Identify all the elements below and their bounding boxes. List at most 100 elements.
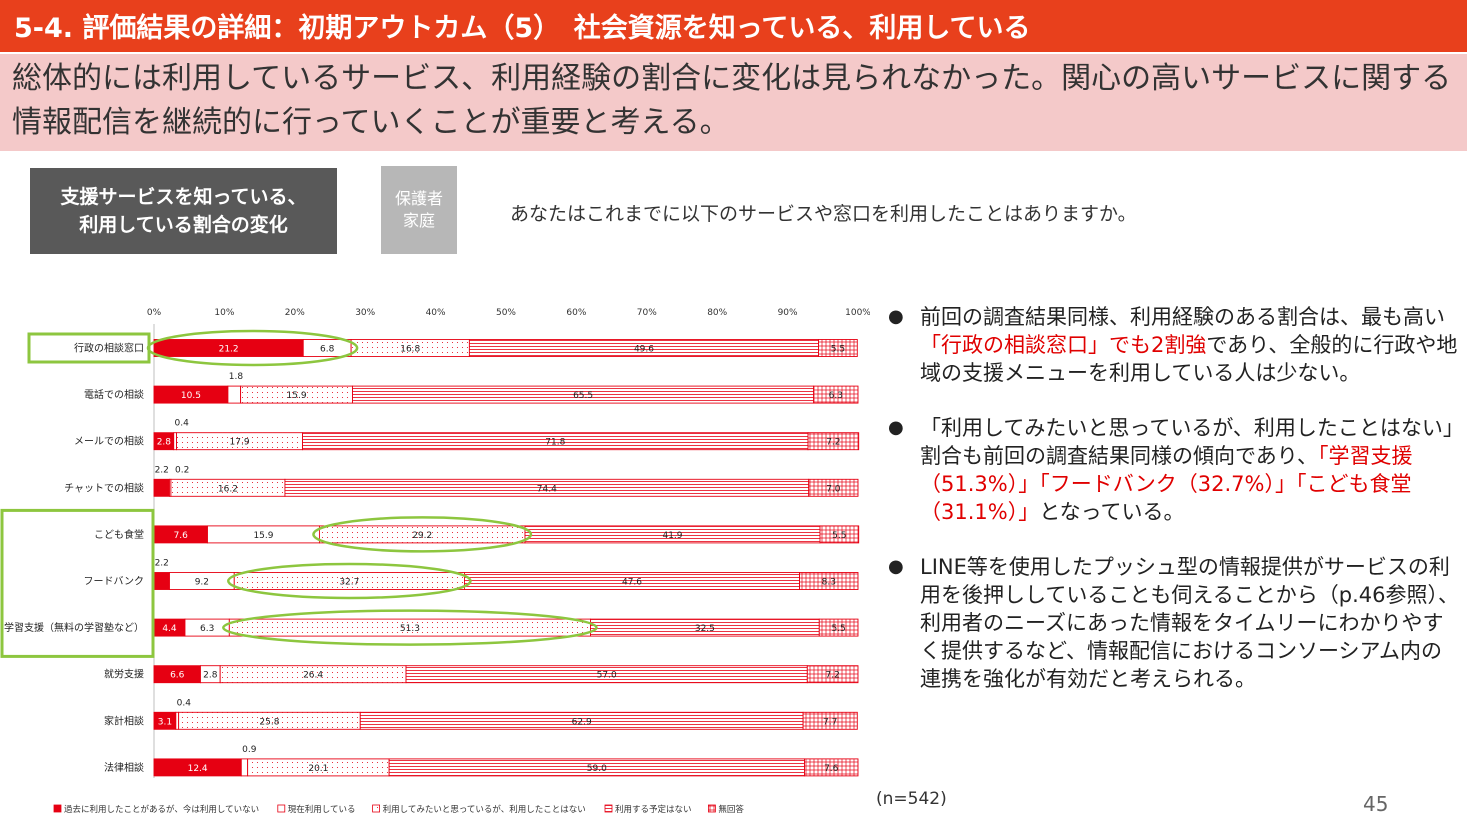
data-label: 65.5 bbox=[573, 391, 593, 401]
x-tick-label: 10% bbox=[214, 308, 234, 318]
bar-segment bbox=[807, 432, 860, 451]
x-tick-label: 70% bbox=[637, 308, 657, 318]
data-label: 16.8 bbox=[400, 345, 420, 355]
bar-segment bbox=[227, 385, 242, 404]
legend-label: 無回答 bbox=[718, 804, 744, 815]
respondent-line2: 家庭 bbox=[402, 211, 435, 230]
bullet-dot-icon: ● bbox=[888, 556, 904, 577]
x-tick-label: 60% bbox=[566, 308, 586, 318]
category-label: 就労支援 bbox=[104, 668, 144, 681]
data-label: 6.6 bbox=[170, 671, 185, 681]
data-label: 7.6 bbox=[824, 764, 839, 774]
bar-segment bbox=[153, 478, 170, 497]
data-label: 0.2 bbox=[175, 465, 189, 475]
data-label: 0.4 bbox=[175, 419, 190, 429]
x-tick-label: 50% bbox=[496, 308, 516, 318]
category-label: 学習支援（無料の学習塾など） bbox=[4, 621, 144, 634]
bullet-highlight-text: 「行政の相談窓口」でも2割強 bbox=[920, 333, 1207, 357]
data-label: 9.2 bbox=[195, 578, 209, 588]
data-label: 17.9 bbox=[230, 438, 250, 448]
data-label: 2.2 bbox=[155, 465, 169, 475]
bar-segment bbox=[813, 385, 859, 404]
legend-swatch bbox=[372, 804, 381, 813]
data-label: 15.9 bbox=[287, 391, 307, 401]
legend-label: 利用する予定はない bbox=[615, 804, 692, 815]
data-label: 6.8 bbox=[320, 345, 335, 355]
bullet-text: であり、全般的に行政や地域の支援メニューを利用している人は少ない。 bbox=[920, 333, 1458, 385]
legend-label: 現在利用している bbox=[288, 804, 356, 815]
x-tick-label: 100% bbox=[845, 308, 870, 318]
x-tick-label: 30% bbox=[355, 308, 375, 318]
data-label: 32.5 bbox=[695, 624, 715, 634]
bar-segment bbox=[240, 758, 249, 777]
data-label: 2.8 bbox=[157, 438, 172, 448]
stacked-bar-chart: 0% 10% 20% 30% 40% 50% 60% 70% 80% 90% 100% 行政の相談窓… bbox=[0, 308, 870, 815]
category-label: 行政の相談窓口 bbox=[74, 342, 144, 355]
data-label: 21.2 bbox=[219, 345, 239, 355]
highlight-ellipse bbox=[227, 562, 472, 600]
data-label: 7.0 bbox=[826, 484, 841, 494]
data-label: 25.8 bbox=[259, 717, 279, 727]
bullet-dot-icon: ● bbox=[888, 417, 904, 438]
bullet-text: となっている。 bbox=[1039, 500, 1185, 524]
highlight-box-group bbox=[0, 508, 155, 658]
legend-swatch bbox=[708, 804, 716, 813]
summary-text: 総体的には利用しているサービス、利用経験の割合に変化は見られなかった。関心の高い… bbox=[12, 61, 1452, 140]
bullet-item: ● 前回の調査結果同様、利用経験のある割合は、最も高い「行政の相談窓口」でも2割強… bbox=[886, 303, 1461, 387]
data-label: 7.2 bbox=[825, 671, 839, 681]
bar-segment bbox=[818, 339, 858, 357]
data-label: 3.1 bbox=[158, 717, 172, 727]
legend-label: 利用してみたいと思っているが、利用したことはない bbox=[383, 804, 586, 815]
data-label: 57.0 bbox=[597, 671, 617, 681]
chart-label-box: 支援サービスを知っている、 利用している割合の変化 bbox=[30, 168, 337, 254]
chart-label-line2: 利用している割合の変化 bbox=[79, 214, 288, 236]
data-label: 59.0 bbox=[587, 764, 607, 774]
bullet-dot-icon: ● bbox=[888, 306, 904, 327]
page-title: 5-4. 評価結果の詳細：初期アウトカム（5） 社会資源を知っている、利用してい… bbox=[14, 13, 1031, 44]
data-label: 32.7 bbox=[339, 578, 359, 588]
data-label: 6.3 bbox=[829, 391, 843, 401]
legend-swatch bbox=[604, 804, 613, 813]
category-label: 家計相談 bbox=[104, 714, 144, 727]
survey-question: あなたはこれまでに以下のサービスや窓口を利用したことはありますか。 bbox=[510, 203, 1137, 225]
sample-size: (n=542) bbox=[876, 789, 947, 809]
x-tick-label: 40% bbox=[426, 308, 446, 318]
data-label: 7.2 bbox=[826, 438, 840, 448]
title-bar: 5-4. 評価結果の詳細：初期アウトカム（5） 社会資源を知っている、利用してい… bbox=[0, 0, 1467, 52]
x-tick-label: 0% bbox=[147, 308, 162, 318]
data-label: 0.9 bbox=[242, 745, 257, 755]
legend-swatch bbox=[277, 804, 286, 813]
category-label: 電話での相談 bbox=[84, 388, 144, 401]
data-label: 51.3 bbox=[400, 624, 420, 634]
data-label: 29.2 bbox=[412, 531, 432, 541]
bar-segment bbox=[818, 618, 859, 637]
bar-segment bbox=[804, 758, 859, 777]
highlight-ellipse bbox=[222, 609, 598, 646]
bar-segment bbox=[806, 665, 859, 684]
data-label: 7.6 bbox=[174, 531, 189, 541]
legend-swatch bbox=[53, 804, 62, 813]
summary-box: 総体的には利用しているサービス、利用経験の割合に変化は見られなかった。関心の高い… bbox=[0, 54, 1467, 151]
bar-segment bbox=[802, 711, 858, 730]
bar-segment bbox=[819, 525, 860, 544]
data-label: 41.9 bbox=[662, 531, 682, 541]
data-label: 5.5 bbox=[831, 345, 845, 355]
x-tick-label: 80% bbox=[707, 308, 727, 318]
bullet-text: 前回の調査結果同様、利用経験のある割合は、最も高い bbox=[920, 305, 1445, 329]
bullet-item: ● 「利用してみたいと思っているが、利用したことはない」割合も前回の調査結果同様の… bbox=[886, 414, 1461, 526]
legend-label: 過去に利用したことがあるが、今は利用していない bbox=[64, 804, 259, 815]
data-label: 4.4 bbox=[162, 624, 177, 634]
data-label: 49.6 bbox=[634, 345, 654, 355]
category-label: 法律相談 bbox=[104, 761, 144, 774]
bullet-item: ● LINE等を使用したプッシュ型の情報提供がサービスの利用を後押ししていることも… bbox=[886, 553, 1461, 693]
data-label: 47.6 bbox=[622, 578, 642, 588]
data-label: 1.8 bbox=[229, 372, 244, 382]
data-label: 2.2 bbox=[155, 559, 169, 569]
data-label: 12.4 bbox=[188, 764, 208, 774]
data-label: 7.7 bbox=[823, 717, 837, 727]
data-label: 16.2 bbox=[218, 484, 238, 494]
bullet-text: 「利用してみたいと思っているが、利用したことはない」割合も前回の調査結果同様の傾… bbox=[920, 416, 1454, 468]
data-label: 15.9 bbox=[253, 531, 273, 541]
data-label: 20.1 bbox=[308, 764, 328, 774]
bar-segment bbox=[799, 572, 859, 590]
